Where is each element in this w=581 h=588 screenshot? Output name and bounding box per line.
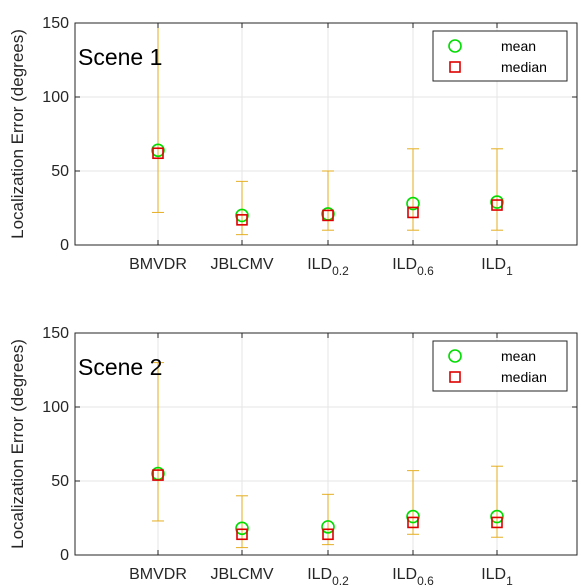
axes-box (74, 332, 578, 556)
axes-box (74, 22, 578, 246)
x-tick-label: ILD0.2 (307, 256, 349, 278)
median-point (491, 516, 503, 529)
legend: mean median (432, 340, 568, 392)
x-tick-label: BMVDR (129, 566, 187, 583)
median-point (322, 209, 334, 222)
error-bar (407, 470, 419, 535)
mean-point (490, 195, 504, 209)
x-tick-label: JBLCMV (210, 566, 273, 583)
median-point (322, 528, 334, 541)
median-point (491, 199, 503, 211)
median-point (152, 469, 164, 481)
legend-square-icon (449, 371, 461, 383)
x-tick-label: ILD1 (481, 566, 513, 588)
y-axis-label: Localization Error (degrees) (8, 29, 27, 239)
legend-label: median (501, 59, 547, 75)
panel-title: Scene 2 (78, 354, 162, 380)
x-tick-label: ILD0.6 (392, 566, 434, 588)
error-bar (322, 493, 334, 546)
median-point (152, 147, 164, 160)
error-bar (491, 148, 503, 231)
y-axis-label: Localization Error (degrees) (8, 339, 27, 549)
error-bar (152, 362, 164, 522)
legend-label: mean (501, 38, 536, 54)
legend-circle-icon (448, 39, 462, 53)
y-tick-label: 150 (42, 15, 69, 32)
median-point (236, 214, 248, 226)
mean-point (151, 143, 165, 158)
median-point (407, 516, 419, 529)
y-tick-label: 50 (51, 163, 69, 180)
mean-point (406, 509, 420, 524)
mean-point (235, 521, 249, 536)
legend: mean median (432, 30, 568, 82)
error-bar (407, 148, 419, 231)
x-tick-label: ILD1 (481, 256, 513, 278)
x-tick-label: ILD0.2 (307, 566, 349, 588)
legend-label: median (501, 369, 547, 385)
x-tick-label: JBLCMV (210, 256, 273, 273)
mean-point (490, 509, 504, 524)
x-tick-label: BMVDR (129, 256, 187, 273)
y-tick-label: 0 (60, 547, 69, 564)
chart-panel-1: 0 50 100 150 BMVDR JBLCMV ILD0.2 ILD0.6 ILD1 Loca… (8, 15, 578, 278)
legend-square-icon (449, 61, 461, 73)
error-bar (236, 180, 248, 236)
y-tick-label: 0 (60, 237, 69, 254)
mean-point (235, 208, 249, 223)
mean-point (406, 196, 420, 211)
mean-point (321, 520, 335, 534)
panel-title: Scene 1 (78, 44, 162, 70)
median-point (236, 528, 248, 541)
y-tick-label: 50 (51, 473, 69, 490)
legend-label: mean (501, 348, 536, 364)
legend-circle-icon (448, 349, 462, 363)
error-bar (491, 465, 503, 538)
y-tick-label: 100 (42, 89, 69, 106)
median-point (407, 206, 419, 219)
y-tick-label: 150 (42, 325, 69, 342)
x-tick-label: ILD0.6 (392, 256, 434, 278)
chart-panel-2: 0 50 100 150 BMVDR JBLCMV ILD0.2 ILD0.6 ILD1 Loca… (8, 325, 578, 588)
y-tick-label: 100 (42, 399, 69, 416)
